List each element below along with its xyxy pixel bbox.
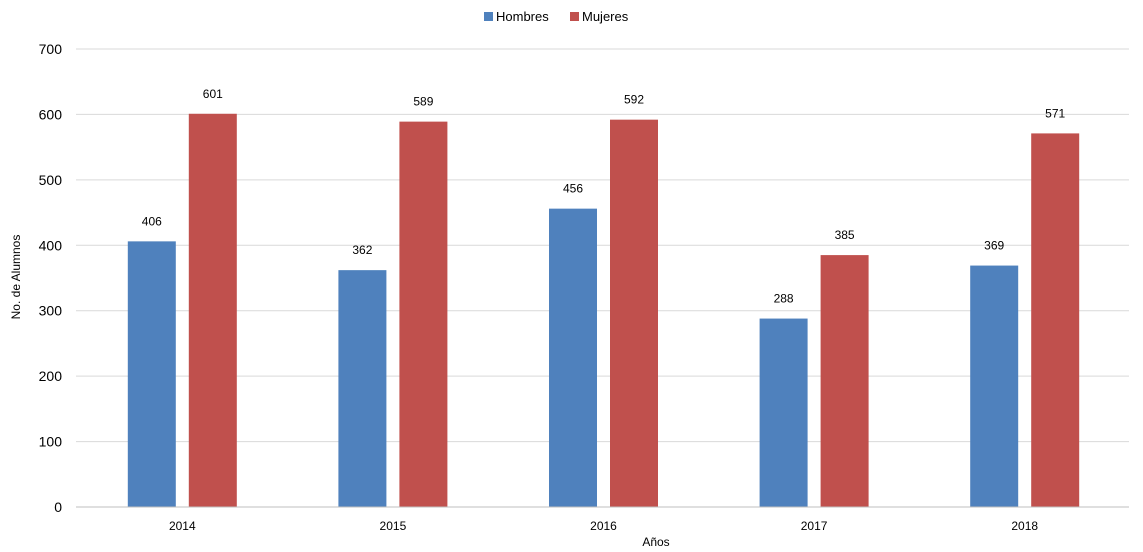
data-label: 456 — [563, 182, 583, 196]
y-axis-ticks: 0 100 200 300 400 500 600 700 — [39, 41, 63, 515]
data-labels: 406 601 362 589 456 592 288 385 369 571 — [142, 87, 1066, 306]
y-tick-label: 200 — [39, 368, 63, 384]
data-label: 406 — [142, 214, 162, 228]
gridlines — [76, 48, 1129, 443]
y-axis-title: No. de Alumnos — [9, 235, 23, 320]
bar-mujeres-2015 — [399, 121, 448, 507]
data-label: 385 — [835, 228, 855, 242]
data-label: 571 — [1045, 106, 1065, 120]
x-tick-label: 2018 — [1011, 519, 1038, 533]
bar-mujeres-2014 — [188, 113, 237, 507]
bar-mujeres-2017 — [820, 255, 869, 507]
y-tick-label: 100 — [39, 434, 63, 450]
x-tick-label: 2016 — [590, 519, 617, 533]
y-tick-label: 400 — [39, 237, 63, 253]
legend-label-mujeres: Mujeres — [582, 9, 629, 24]
data-label: 589 — [413, 95, 433, 109]
legend-label-hombres: Hombres — [496, 9, 549, 24]
x-axis-title: Años — [642, 535, 669, 549]
bar-hombres-2017 — [759, 318, 808, 507]
legend-swatch-hombres — [484, 12, 493, 21]
bar-hombres-2014 — [127, 241, 176, 508]
data-label: 369 — [984, 239, 1004, 253]
x-axis-ticks: 2014 2015 2016 2017 2018 — [169, 519, 1038, 533]
x-tick-label: 2014 — [169, 519, 196, 533]
bars — [127, 113, 1080, 508]
legend: Hombres Mujeres — [484, 9, 629, 24]
data-label: 288 — [774, 292, 794, 306]
y-tick-label: 500 — [39, 172, 63, 188]
x-tick-label: 2017 — [801, 519, 828, 533]
data-label: 601 — [203, 87, 223, 101]
bar-mujeres-2018 — [1031, 133, 1080, 507]
x-tick-label: 2015 — [380, 519, 407, 533]
y-tick-label: 700 — [39, 41, 63, 57]
bar-hombres-2018 — [970, 265, 1019, 507]
bar-hombres-2015 — [338, 270, 387, 507]
data-label: 362 — [352, 243, 372, 257]
data-label: 592 — [624, 93, 644, 107]
bar-hombres-2016 — [549, 208, 597, 507]
bar-mujeres-2016 — [610, 119, 658, 508]
y-tick-label: 300 — [39, 303, 63, 319]
y-tick-label: 0 — [54, 499, 62, 515]
y-tick-label: 600 — [39, 106, 63, 122]
legend-swatch-mujeres — [570, 12, 579, 21]
